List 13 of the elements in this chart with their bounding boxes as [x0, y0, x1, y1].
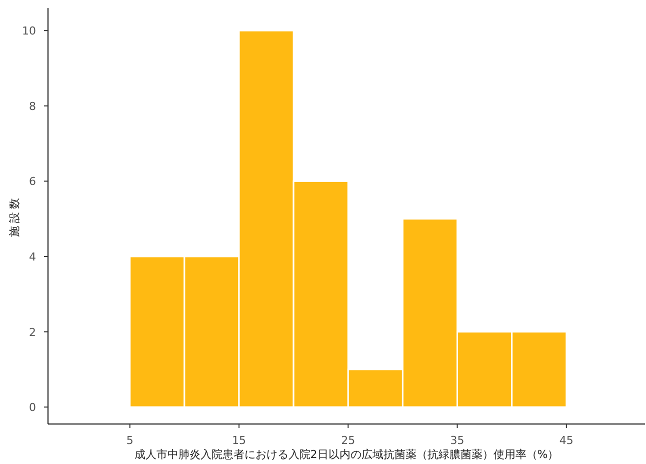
- x-tick-label: 5: [126, 434, 134, 447]
- y-tick-label: 8: [29, 100, 36, 113]
- x-tick-label: 15: [232, 434, 246, 447]
- x-tick-label: 25: [341, 434, 356, 447]
- y-axis-title: 施設数: [8, 195, 21, 237]
- x-axis-title: 成人市中肺炎入院患者における入院2日以内の広域抗菌薬（抗緑膿菌薬）使用率（%）: [134, 448, 559, 461]
- y-tick-label: 2: [29, 326, 36, 339]
- x-tick-label: 35: [450, 434, 464, 447]
- x-tick-label: 45: [559, 434, 574, 447]
- y-tick-label: 0: [29, 401, 36, 414]
- y-tick-label: 10: [22, 24, 36, 38]
- y-tick-label: 6: [29, 175, 36, 188]
- y-tick-label: 4: [29, 250, 36, 264]
